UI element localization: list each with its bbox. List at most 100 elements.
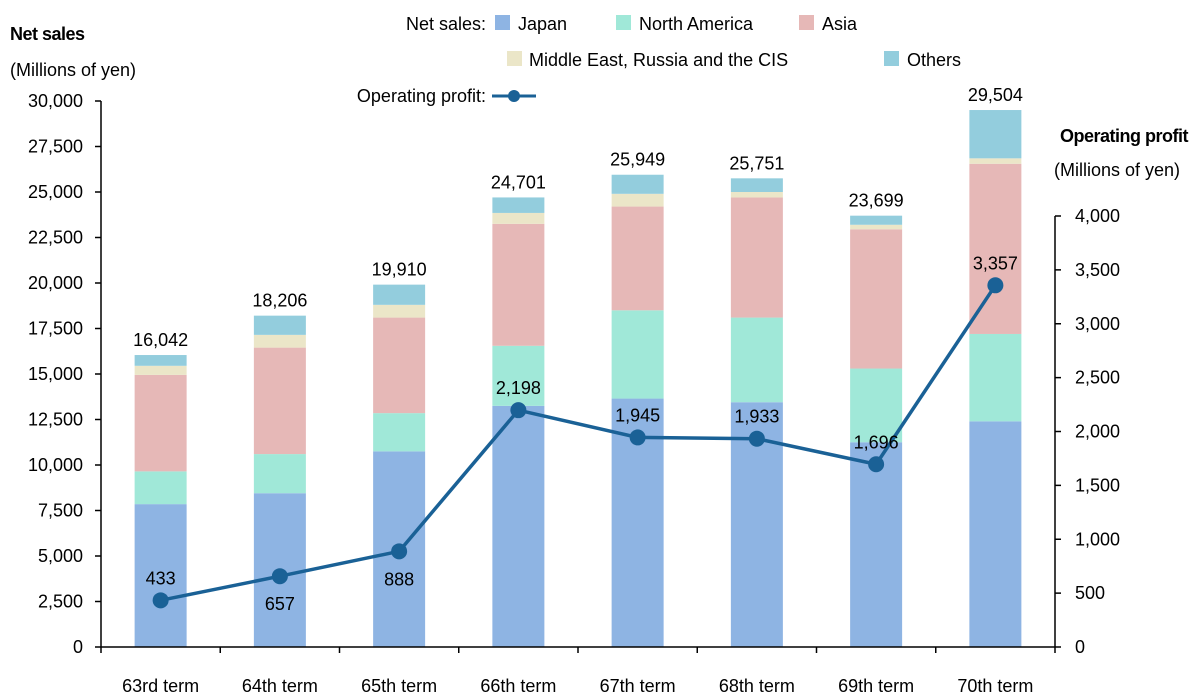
bar-total-label: 24,701	[491, 172, 546, 192]
x-axis-tick-label: 68th term	[719, 676, 795, 695]
bar-segment-middle-east-russia-and-the-cis	[611, 193, 664, 207]
left-axis-tick-label: 22,500	[28, 228, 83, 248]
operating-profit-point	[868, 456, 885, 473]
bar-segment-others	[253, 315, 306, 335]
operating-profit-label: 1,696	[854, 432, 899, 452]
operating-profit-label: 1,945	[615, 405, 660, 425]
bar-segment-others	[730, 178, 783, 192]
left-axis-tick-label: 0	[73, 637, 83, 657]
bar-segment-japan	[134, 504, 187, 647]
bar-segment-japan	[850, 442, 903, 647]
bar-segment-north-america	[730, 317, 783, 403]
left-axis-title: Net sales	[10, 24, 85, 44]
bar-segment-middle-east-russia-and-the-cis	[373, 304, 426, 318]
operating-profit-point	[510, 402, 527, 419]
bar-segment-asia	[730, 197, 783, 318]
right-axis-tick-label: 2,500	[1075, 368, 1120, 388]
bar-segment-asia	[611, 206, 664, 311]
bar-segment-asia	[850, 229, 903, 369]
bar-segment-asia	[492, 223, 545, 346]
bar-segment-middle-east-russia-and-the-cis	[492, 212, 545, 224]
legend: Net sales: Japan North America Asia Midd…	[357, 14, 961, 106]
right-axis-tick-label: 0	[1075, 637, 1085, 657]
operating-profit-point	[629, 429, 646, 446]
bar-total-label: 25,949	[610, 150, 665, 170]
legend-label-others: Others	[907, 50, 961, 70]
bar-segment-middle-east-russia-and-the-cis	[969, 158, 1022, 164]
operating-profit-label: 888	[384, 569, 414, 589]
left-axis-tick-label: 15,000	[28, 364, 83, 384]
right-axis-tick-label: 2,000	[1075, 422, 1120, 442]
bar-total-label: 19,910	[372, 260, 427, 280]
bar-segment-north-america	[492, 345, 545, 406]
bar-total-label: 16,042	[133, 330, 188, 350]
bar-segment-japan	[969, 421, 1022, 647]
left-axis-tick-label: 5,000	[38, 546, 83, 566]
x-axis-tick-label: 64th term	[242, 676, 318, 695]
legend-swatch-middle-east	[507, 51, 522, 66]
bar-segment-north-america	[611, 310, 664, 399]
right-axis-title: Operating profit	[1060, 126, 1188, 146]
right-axis-tick-label: 1,500	[1075, 475, 1120, 495]
left-axis-tick-label: 10,000	[28, 455, 83, 475]
x-axis-tick-label: 66th term	[480, 676, 556, 695]
x-axis-tick-label: 69th term	[838, 676, 914, 695]
left-axis-tick-label: 2,500	[38, 592, 83, 612]
legend-label-japan: Japan	[518, 14, 567, 34]
bar-segment-middle-east-russia-and-the-cis	[134, 365, 187, 375]
bar-segment-north-america	[373, 413, 426, 452]
left-axis-tick-label: 27,500	[28, 137, 83, 157]
left-axis-tick-label: 25,000	[28, 182, 83, 202]
right-axis-tick-label: 3,500	[1075, 260, 1120, 280]
bar-segment-middle-east-russia-and-the-cis	[253, 334, 306, 348]
bar-segment-others	[134, 355, 187, 366]
bar-segment-middle-east-russia-and-the-cis	[730, 192, 783, 198]
bar-segment-asia	[969, 163, 1022, 334]
right-axis-unit: (Millions of yen)	[1054, 160, 1180, 180]
bar-segment-asia	[373, 317, 426, 414]
left-axis-unit: (Millions of yen)	[10, 60, 136, 80]
bar-segment-asia	[134, 374, 187, 472]
bar-segment-others	[611, 174, 664, 194]
operating-profit-point	[391, 543, 408, 560]
operating-profit-label: 1,933	[734, 407, 779, 427]
x-axis-tick-label: 63rd term	[122, 676, 199, 695]
operating-profit-label: 3,357	[973, 253, 1018, 273]
bar-segment-others	[969, 110, 1022, 159]
right-axis-tick-label: 3,000	[1075, 314, 1120, 334]
legend-swatch-others	[884, 51, 899, 66]
legend-net-sales-label: Net sales:	[406, 14, 486, 34]
bar-segment-others	[492, 197, 545, 213]
bar-segment-others	[850, 215, 903, 225]
right-axis-tick-label: 1,000	[1075, 529, 1120, 549]
right-axis-tick-label: 500	[1075, 583, 1105, 603]
legend-swatch-japan	[495, 15, 510, 30]
bar-segment-north-america	[850, 368, 903, 443]
operating-profit-label: 2,198	[496, 378, 541, 398]
left-axis-tick-label: 20,000	[28, 273, 83, 293]
bar-segment-north-america	[969, 333, 1022, 422]
bar-total-label: 29,504	[968, 85, 1023, 105]
bar-segment-others	[373, 284, 426, 305]
bar-segment-north-america	[253, 454, 306, 494]
bar-total-label: 18,206	[252, 291, 307, 311]
bar-total-label: 23,699	[849, 191, 904, 211]
operating-profit-label: 433	[146, 568, 176, 588]
legend-swatch-asia	[799, 15, 814, 30]
legend-label-asia: Asia	[822, 14, 858, 34]
operating-profit-point	[271, 568, 288, 585]
bar-segment-middle-east-russia-and-the-cis	[850, 224, 903, 230]
left-axis-tick-label: 12,500	[28, 410, 83, 430]
x-axis-tick-label: 67th term	[600, 676, 676, 695]
bar-segment-asia	[253, 347, 306, 455]
legend-label-north-america: North America	[639, 14, 754, 34]
plot-area: 0 2,500 5,000 7,500 10,000 12,500 15,000 17,500…	[28, 85, 1120, 695]
operating-profit-point	[152, 592, 169, 609]
x-axis-tick-label: 70th term	[957, 676, 1033, 695]
operating-profit-point	[748, 430, 765, 447]
bar-segment-north-america	[134, 471, 187, 505]
operating-profit-point	[987, 277, 1004, 294]
left-axis-tick-label: 17,500	[28, 319, 83, 339]
